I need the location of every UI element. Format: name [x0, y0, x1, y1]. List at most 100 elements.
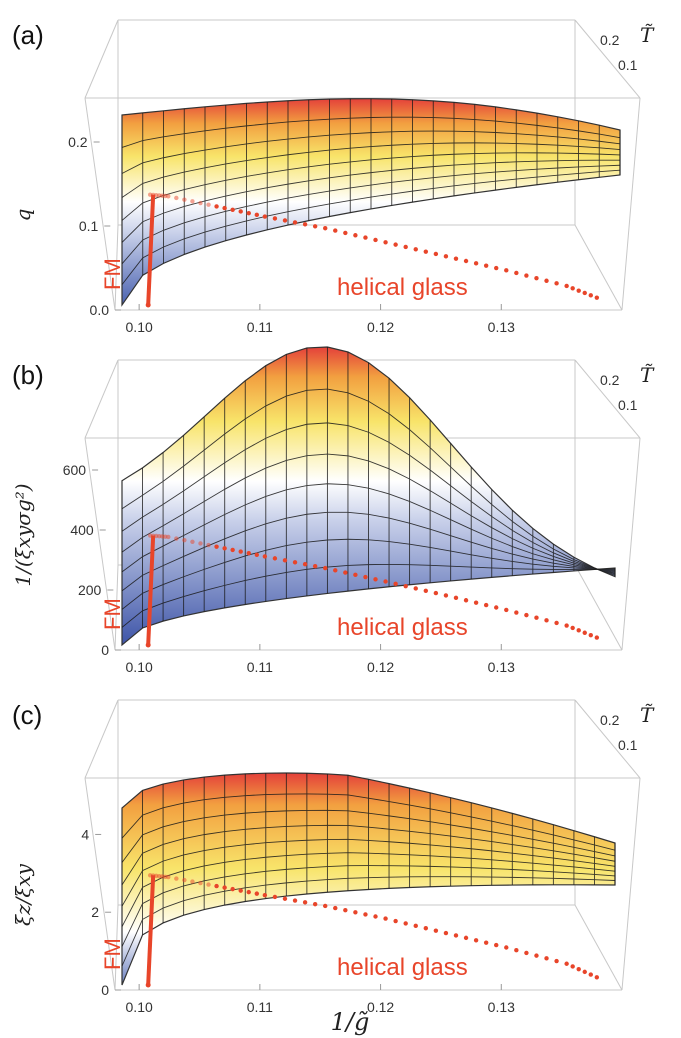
- transition-point: [222, 546, 227, 551]
- transition-point: [373, 577, 378, 582]
- depth-axis-title: T̃: [640, 703, 655, 727]
- box-edge: [114, 564, 119, 651]
- mesh-line: [121, 164, 621, 265]
- transition-point: [453, 595, 459, 601]
- transition-point: [363, 574, 368, 580]
- transition-point: [222, 205, 227, 211]
- transition-point: [473, 938, 479, 943]
- transition-point: [254, 212, 260, 218]
- transition-point: [544, 618, 549, 623]
- transition-point: [174, 876, 179, 881]
- transition-point: [576, 288, 581, 293]
- transition-point: [483, 940, 489, 945]
- transition-point: [554, 958, 559, 964]
- box-edge: [574, 564, 623, 651]
- transition-point: [166, 874, 171, 880]
- transition-point: [312, 563, 318, 569]
- transition-point: [504, 607, 509, 613]
- depth-axis-title: T̃: [640, 23, 655, 47]
- transition-point: [514, 270, 519, 276]
- z-axis-title: 1/(ξxyσg²): [11, 483, 35, 586]
- transition-point: [403, 583, 408, 589]
- transition-point: [494, 265, 499, 271]
- fm-boundary-end: [145, 982, 151, 988]
- transition-point: [206, 882, 211, 887]
- fm-boundary-line: [146, 194, 156, 306]
- transition-point: [182, 537, 187, 543]
- box-edge: [84, 699, 119, 779]
- mesh-line: [121, 152, 621, 221]
- transition-point: [246, 550, 251, 556]
- transition-point: [504, 945, 509, 950]
- transition-point: [363, 235, 368, 240]
- transition-point: [423, 926, 429, 931]
- transition-point: [413, 923, 418, 929]
- transition-point: [594, 295, 600, 300]
- x-tick-label: 0.10: [126, 659, 153, 675]
- mesh-line: [121, 169, 621, 285]
- transition-point: [206, 542, 211, 548]
- x-tick-label: 0.12: [367, 999, 394, 1015]
- mesh-line: [121, 116, 621, 148]
- mesh-line: [121, 793, 616, 851]
- z-tick-label: 600: [63, 462, 87, 478]
- transition-point: [230, 207, 235, 212]
- transition-point: [554, 281, 559, 286]
- transition-line: [147, 873, 600, 980]
- transition-point: [238, 549, 243, 554]
- transition-point: [312, 224, 318, 229]
- transition-point: [190, 879, 195, 884]
- depth-tick-label: 0.2: [600, 372, 620, 388]
- transition-point: [588, 972, 593, 977]
- transition-point: [343, 230, 348, 236]
- mesh-line: [121, 453, 616, 574]
- fm-label: FM: [100, 938, 125, 970]
- transition-point: [393, 581, 398, 587]
- transition-point: [564, 961, 569, 966]
- transition-point: [222, 885, 227, 890]
- box-edge: [621, 97, 641, 311]
- transition-point: [463, 598, 469, 603]
- transition-point: [564, 623, 569, 628]
- box-edge: [574, 904, 623, 991]
- transition-point: [292, 220, 298, 225]
- transition-point: [534, 615, 539, 620]
- box-edge: [574, 224, 623, 311]
- x-tick-label: 0.13: [488, 999, 515, 1015]
- z-tick-label: 4: [81, 826, 89, 842]
- z-axis-title: q: [11, 209, 35, 222]
- transition-point: [312, 901, 318, 907]
- transition-point: [292, 898, 298, 903]
- transition-point: [262, 214, 268, 219]
- transition-point: [174, 536, 179, 541]
- transition-point: [570, 625, 575, 631]
- transition-point: [453, 256, 459, 261]
- transition-point: [514, 948, 519, 953]
- surface-mesh: [121, 347, 616, 628]
- transition-point: [302, 222, 308, 227]
- transition-point: [393, 242, 398, 247]
- transition-point: [403, 921, 408, 926]
- transition-point: [544, 956, 549, 961]
- transition-point: [383, 240, 388, 245]
- transition-point: [343, 570, 348, 575]
- transition-point: [588, 632, 593, 638]
- box-edge: [84, 19, 119, 99]
- transition-point: [333, 228, 338, 233]
- transition-point: [198, 880, 203, 886]
- transition-point: [554, 620, 559, 626]
- box-edge: [621, 437, 641, 651]
- transition-point: [594, 975, 600, 980]
- box-edge: [574, 359, 641, 439]
- x-tick-label: 0.13: [488, 319, 515, 335]
- transition-point: [570, 286, 575, 291]
- transition-point: [393, 918, 398, 924]
- box-edge: [574, 699, 641, 779]
- x-axis-title: 1/g̃: [331, 1008, 370, 1036]
- transition-point: [423, 588, 429, 593]
- transition-point: [494, 942, 499, 948]
- bounding-box: [84, 19, 641, 311]
- transition-point: [254, 552, 260, 558]
- transition-point: [246, 889, 251, 895]
- transition-point: [254, 891, 260, 896]
